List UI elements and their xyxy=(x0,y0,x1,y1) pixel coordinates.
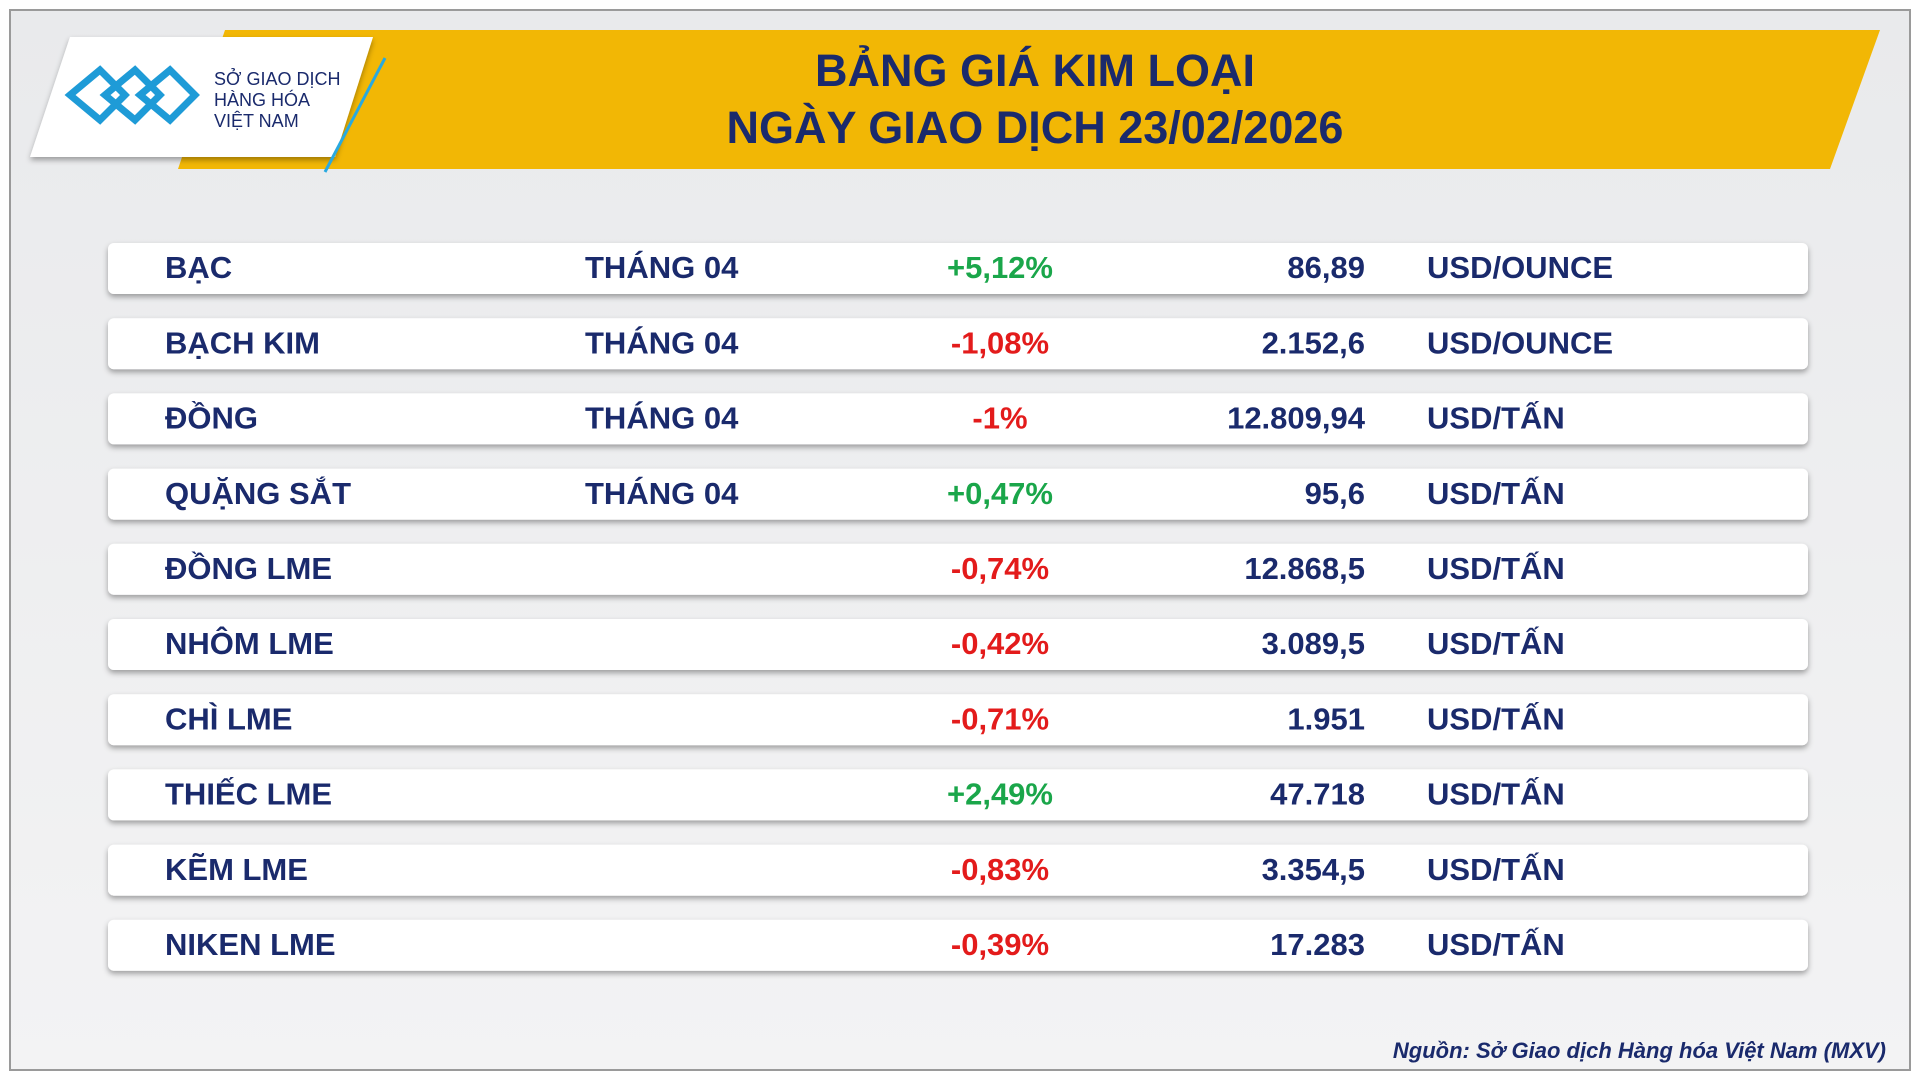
metal-name: BẠCH KIM xyxy=(165,325,320,360)
metal-name: QUẶNG SẮT xyxy=(165,475,351,511)
row-box xyxy=(108,619,1808,670)
table-row: BẠCH KIM THÁNG 04 -1,08% 2.152,6 USD/OUNCE xyxy=(108,318,1808,370)
table-row: QUẶNG SẮT THÁNG 04 +0,47% 95,6 USD/TẤN xyxy=(108,468,1808,520)
title-band xyxy=(178,30,1880,169)
metal-name: CHÌ LME xyxy=(165,701,292,736)
change: +5,12% xyxy=(947,250,1053,285)
unit: USD/TẤN xyxy=(1427,476,1565,511)
price: 95,6 xyxy=(1305,476,1365,511)
table-row: NIKEN LME -0,39% 17.283 USD/TẤN xyxy=(108,919,1808,971)
row-box xyxy=(108,844,1808,896)
change: -0,83% xyxy=(951,852,1049,887)
metal-name: BẠC xyxy=(165,250,232,285)
unit: USD/TẤN xyxy=(1427,551,1565,586)
price: 47.718 xyxy=(1270,777,1365,812)
metal-name: ĐỒNG LME xyxy=(165,550,332,586)
row-box xyxy=(108,543,1808,595)
row-box xyxy=(108,318,1808,370)
unit: USD/TẤN xyxy=(1427,626,1565,661)
metal-name: KẼM LME xyxy=(165,852,308,887)
contract-month: THÁNG 04 xyxy=(585,401,739,436)
table-row: KẼM LME -0,83% 3.354,5 USD/TẤN xyxy=(108,844,1808,896)
change: +0,47% xyxy=(947,476,1053,511)
unit: USD/TẤN xyxy=(1427,701,1565,736)
row-box xyxy=(108,694,1808,746)
metal-name: THIẾC LME xyxy=(165,777,332,812)
table-row: ĐỒNG LME -0,74% 12.868,5 USD/TẤN xyxy=(108,543,1808,595)
row-box xyxy=(108,468,1808,520)
title: NGÀY GIAO DỊCH 23/02/2026 xyxy=(727,102,1344,153)
row-box xyxy=(108,919,1808,971)
unit: USD/TẤN xyxy=(1427,927,1565,962)
change: -0,39% xyxy=(951,927,1049,962)
table-row: NHÔM LME -0,42% 3.089,5 USD/TẤN xyxy=(108,619,1808,670)
logo-text: SỞ GIAO DỊCH HÀNG HÓA VIỆT NAM xyxy=(214,68,340,131)
row-box xyxy=(108,393,1808,445)
unit: USD/TẤN xyxy=(1427,777,1565,812)
change: +2,49% xyxy=(947,777,1053,812)
price: 3.354,5 xyxy=(1262,852,1365,887)
contract-month: THÁNG 04 xyxy=(585,476,739,511)
table-row: THIẾC LME +2,49% 47.718 USD/TẤN xyxy=(108,769,1808,821)
change: -1% xyxy=(972,401,1027,436)
contract-month: THÁNG 04 xyxy=(585,250,739,285)
accent-line xyxy=(323,57,387,173)
price: 12.809,94 xyxy=(1227,401,1366,436)
unit: USD/TẤN xyxy=(1427,852,1565,887)
title: BẢNG GIÁ KIM LOẠI xyxy=(815,45,1255,96)
logo-line: SỞ GIAO DỊCH xyxy=(214,68,340,89)
metal-name: NIKEN LME xyxy=(165,927,336,962)
price: 3.089,5 xyxy=(1262,626,1365,661)
table-row: ĐỒNG THÁNG 04 -1% 12.809,94 USD/TẤN xyxy=(108,393,1808,445)
price: 86,89 xyxy=(1287,250,1365,285)
unit: USD/OUNCE xyxy=(1427,325,1613,360)
unit: USD/OUNCE xyxy=(1427,250,1613,285)
table: BẠC THÁNG 04 +5,12% 86,89 USD/OUNCE BẠCH KIM T… xyxy=(108,243,1808,971)
change: -0,71% xyxy=(951,701,1049,736)
unit: USD/TẤN xyxy=(1427,401,1565,436)
price: 1.951 xyxy=(1287,701,1365,736)
metal-name: ĐỒNG xyxy=(165,400,258,436)
change: -1,08% xyxy=(951,325,1049,360)
row-box xyxy=(108,243,1808,294)
logo-icon xyxy=(64,65,200,125)
metal-name: NHÔM LME xyxy=(165,625,334,661)
change: -0,74% xyxy=(951,551,1049,586)
logo-line: HÀNG HÓA xyxy=(214,89,310,110)
logo-line: VIỆT NAM xyxy=(214,111,299,131)
logo-panel xyxy=(30,37,373,157)
source-note: Nguồn: Sở Giao dịch Hàng hóa Việt Nam (M… xyxy=(1393,1038,1886,1063)
contract-month: THÁNG 04 xyxy=(585,325,739,360)
row-box xyxy=(108,769,1808,821)
price: 12.868,5 xyxy=(1244,551,1365,586)
table-row: CHÌ LME -0,71% 1.951 USD/TẤN xyxy=(108,694,1808,746)
table-row: BẠC THÁNG 04 +5,12% 86,89 USD/OUNCE xyxy=(108,243,1808,294)
price: 17.283 xyxy=(1270,927,1365,962)
price: 2.152,6 xyxy=(1262,325,1365,360)
change: -0,42% xyxy=(951,626,1049,661)
